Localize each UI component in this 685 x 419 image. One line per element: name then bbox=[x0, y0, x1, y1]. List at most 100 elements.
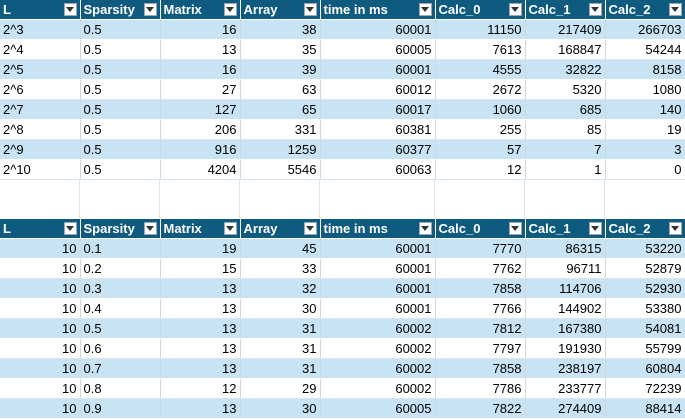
table-cell[interactable]: 233777 bbox=[525, 378, 606, 399]
table-cell[interactable]: 88414 bbox=[605, 398, 685, 419]
table-cell[interactable]: 0.1 bbox=[80, 238, 161, 259]
table-cell[interactable]: 31 bbox=[240, 338, 321, 359]
table-cell[interactable]: 60017 bbox=[320, 99, 436, 120]
column-header[interactable]: Sparsity bbox=[80, 219, 161, 239]
table-cell[interactable]: 2672 bbox=[435, 79, 526, 100]
table-cell[interactable]: 0.5 bbox=[80, 139, 161, 160]
table-cell[interactable]: 33 bbox=[240, 258, 321, 279]
table-cell[interactable]: 114706 bbox=[525, 278, 606, 299]
table-cell[interactable]: 0 bbox=[605, 159, 685, 180]
table-cell[interactable]: 916 bbox=[160, 139, 241, 160]
table-cell[interactable]: 1 bbox=[525, 159, 606, 180]
column-header[interactable]: Matrix bbox=[160, 0, 241, 20]
table-cell[interactable]: 7613 bbox=[435, 39, 526, 60]
column-header[interactable]: Sparsity bbox=[80, 0, 161, 20]
filter-dropdown-button[interactable] bbox=[223, 3, 237, 16]
table-cell[interactable]: 7822 bbox=[435, 398, 526, 419]
table-cell[interactable]: 10 bbox=[0, 278, 81, 299]
filter-dropdown-button[interactable] bbox=[303, 3, 317, 16]
table-cell[interactable]: 1259 bbox=[240, 139, 321, 160]
table-cell[interactable]: 86315 bbox=[525, 238, 606, 259]
filter-dropdown-button[interactable] bbox=[588, 222, 602, 235]
table-cell[interactable]: 60005 bbox=[320, 398, 436, 419]
table-cell[interactable]: 0.2 bbox=[80, 258, 161, 279]
table-cell[interactable]: 191930 bbox=[525, 338, 606, 359]
table-cell[interactable]: 60381 bbox=[320, 119, 436, 140]
column-header[interactable]: Calc_2 bbox=[605, 219, 685, 239]
table-cell[interactable]: 3 bbox=[605, 139, 685, 160]
table-cell[interactable]: 0.5 bbox=[80, 79, 161, 100]
filter-dropdown-button[interactable] bbox=[143, 222, 157, 235]
table-cell[interactable]: 0.7 bbox=[80, 358, 161, 379]
table-cell[interactable]: 60001 bbox=[320, 258, 436, 279]
table-cell[interactable]: 10 bbox=[0, 378, 81, 399]
table-cell[interactable]: 2^7 bbox=[0, 99, 81, 120]
table-cell[interactable]: 7762 bbox=[435, 258, 526, 279]
table-cell[interactable]: 60012 bbox=[320, 79, 436, 100]
table-cell[interactable]: 60001 bbox=[320, 298, 436, 319]
table-cell[interactable]: 13 bbox=[160, 39, 241, 60]
table-cell[interactable]: 274409 bbox=[525, 398, 606, 419]
table-cell[interactable]: 60001 bbox=[320, 238, 436, 259]
table-cell[interactable]: 19 bbox=[605, 119, 685, 140]
table-cell[interactable]: 60063 bbox=[320, 159, 436, 180]
filter-dropdown-button[interactable] bbox=[63, 3, 77, 16]
table-cell[interactable]: 72239 bbox=[605, 378, 685, 399]
filter-dropdown-button[interactable] bbox=[508, 3, 522, 16]
table-cell[interactable]: 60002 bbox=[320, 358, 436, 379]
column-header[interactable]: L bbox=[0, 0, 81, 20]
table-cell[interactable]: 12 bbox=[160, 378, 241, 399]
column-header[interactable]: time in ms bbox=[320, 0, 436, 20]
table-cell[interactable]: 127 bbox=[160, 99, 241, 120]
table-cell[interactable]: 238197 bbox=[525, 358, 606, 379]
table-cell[interactable]: 255 bbox=[435, 119, 526, 140]
filter-dropdown-button[interactable] bbox=[418, 222, 432, 235]
table-cell[interactable]: 52879 bbox=[605, 258, 685, 279]
column-header[interactable]: Calc_0 bbox=[435, 0, 526, 20]
table-cell[interactable]: 5546 bbox=[240, 159, 321, 180]
table-cell[interactable]: 7858 bbox=[435, 278, 526, 299]
empty-row[interactable] bbox=[0, 180, 685, 218]
column-header[interactable]: Calc_2 bbox=[605, 0, 685, 20]
table-cell[interactable]: 38 bbox=[240, 19, 321, 40]
filter-dropdown-button[interactable] bbox=[143, 3, 157, 16]
table-cell[interactable]: 10 bbox=[0, 398, 81, 419]
table-cell[interactable]: 2^3 bbox=[0, 19, 81, 40]
table-cell[interactable]: 54081 bbox=[605, 318, 685, 339]
table-cell[interactable]: 32 bbox=[240, 278, 321, 299]
table-cell[interactable]: 31 bbox=[240, 358, 321, 379]
table-cell[interactable]: 60002 bbox=[320, 338, 436, 359]
table-cell[interactable]: 0.6 bbox=[80, 338, 161, 359]
table-cell[interactable]: 4204 bbox=[160, 159, 241, 180]
table-cell[interactable]: 32822 bbox=[525, 59, 606, 80]
table-cell[interactable]: 30 bbox=[240, 298, 321, 319]
table-cell[interactable]: 2^8 bbox=[0, 119, 81, 140]
table-cell[interactable]: 13 bbox=[160, 298, 241, 319]
table-cell[interactable]: 7 bbox=[525, 139, 606, 160]
table-cell[interactable]: 63 bbox=[240, 79, 321, 100]
table-cell[interactable]: 140 bbox=[605, 99, 685, 120]
table-cell[interactable]: 60001 bbox=[320, 19, 436, 40]
filter-dropdown-button[interactable] bbox=[588, 3, 602, 16]
table-cell[interactable]: 144902 bbox=[525, 298, 606, 319]
table-cell[interactable]: 19 bbox=[160, 238, 241, 259]
table-cell[interactable]: 10 bbox=[0, 358, 81, 379]
table-cell[interactable]: 7812 bbox=[435, 318, 526, 339]
table-cell[interactable]: 53220 bbox=[605, 238, 685, 259]
table-cell[interactable]: 7858 bbox=[435, 358, 526, 379]
table-cell[interactable]: 8158 bbox=[605, 59, 685, 80]
table-cell[interactable]: 0.5 bbox=[80, 59, 161, 80]
table-cell[interactable]: 7766 bbox=[435, 298, 526, 319]
filter-dropdown-button[interactable] bbox=[63, 222, 77, 235]
table-cell[interactable]: 29 bbox=[240, 378, 321, 399]
table-cell[interactable]: 60002 bbox=[320, 378, 436, 399]
table-cell[interactable]: 4555 bbox=[435, 59, 526, 80]
table-cell[interactable]: 65 bbox=[240, 99, 321, 120]
table-cell[interactable]: 13 bbox=[160, 318, 241, 339]
table-cell[interactable]: 39 bbox=[240, 59, 321, 80]
table-cell[interactable]: 13 bbox=[160, 338, 241, 359]
table-cell[interactable]: 1060 bbox=[435, 99, 526, 120]
table-cell[interactable]: 16 bbox=[160, 59, 241, 80]
table-cell[interactable]: 12 bbox=[435, 159, 526, 180]
table-cell[interactable]: 7797 bbox=[435, 338, 526, 359]
